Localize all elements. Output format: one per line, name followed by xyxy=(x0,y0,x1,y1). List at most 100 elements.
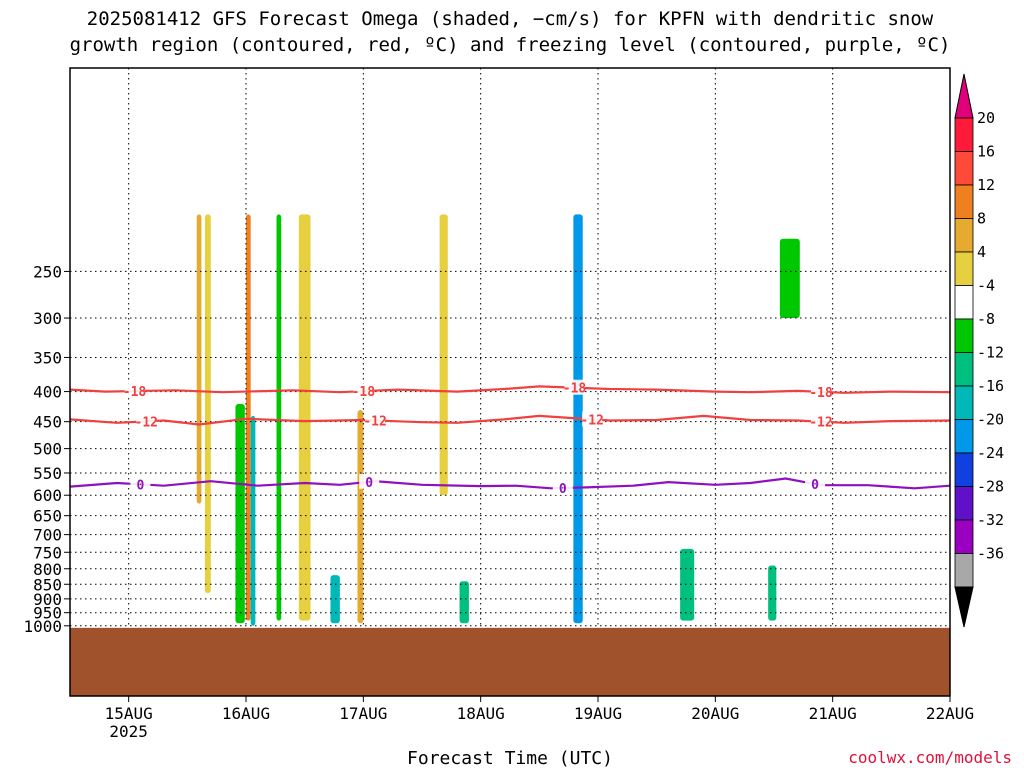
contour-label-0-2: 0 xyxy=(559,482,567,497)
omega-region-8 xyxy=(357,410,364,624)
xtick-label-0: 15AUG xyxy=(105,704,153,723)
contour-label-bg-1-2 xyxy=(582,411,603,427)
contour-label--12-0: -12 xyxy=(135,415,158,430)
contour-lines: -18 -18 -18 -18 -12 -12 -12 -12 0 0 0 0 xyxy=(70,379,950,497)
colorbar-bottom-arrow xyxy=(954,586,974,628)
contour-label--18-3: -18 xyxy=(809,386,833,401)
omega-region-0 xyxy=(196,214,202,504)
colorbar-label-5: -4 xyxy=(977,277,995,295)
ytick-label-300: 300 xyxy=(33,309,62,328)
xtick-label-6: 21AUG xyxy=(809,704,857,723)
grid-lines xyxy=(70,68,950,696)
contour-label--12-1: -12 xyxy=(363,414,386,429)
colorbar-label-0: 20 xyxy=(977,109,995,127)
credit-text: coolwx.com/models xyxy=(848,748,1012,767)
contour-label--18-2: -18 xyxy=(563,382,587,397)
contour-line--18 xyxy=(70,385,950,394)
omega-region-13 xyxy=(677,214,690,351)
colorbar-label-1: 16 xyxy=(977,143,995,161)
xtick-label-5: 20AUG xyxy=(691,704,739,723)
chart-title-line2: growth region (contoured, red, ºC) and f… xyxy=(70,34,951,56)
ytick-label-500: 500 xyxy=(33,440,62,459)
contour-label-0-1: 0 xyxy=(365,476,373,491)
xtick-label-1: 16AUG xyxy=(222,704,270,723)
xtick-label-7: 22AUG xyxy=(926,704,974,723)
omega-region-2 xyxy=(235,404,245,624)
colorbar-swatch-11 xyxy=(954,486,974,521)
ytick-label-750: 750 xyxy=(33,543,62,562)
contour-label-0-3: 0 xyxy=(811,478,819,493)
omega-region-1 xyxy=(204,214,211,594)
colorbar-swatch-9 xyxy=(954,419,974,454)
contour-label--12-3: -12 xyxy=(809,416,832,431)
contour-label-bg-2-2 xyxy=(552,480,573,496)
colorbar-label-2: 12 xyxy=(977,176,995,194)
omega-region-15 xyxy=(779,238,800,319)
xtick-sublabel-0: 2025 xyxy=(109,722,148,741)
contour-label--18-0: -18 xyxy=(123,385,147,400)
colorbar-label-4: 4 xyxy=(977,243,986,261)
ytick-label-900: 900 xyxy=(33,590,62,609)
ytick-label-600: 600 xyxy=(33,486,62,505)
contour-label-bg-2-3 xyxy=(805,476,826,492)
omega-region-10 xyxy=(439,214,448,496)
colorbar-swatch-2 xyxy=(954,184,974,219)
ytick-label-850: 850 xyxy=(33,575,62,594)
colorbar-swatch-12 xyxy=(954,519,974,554)
ytick-label-250: 250 xyxy=(33,262,62,281)
ytick-label-700: 700 xyxy=(33,526,62,545)
colorbar-label-13: -36 xyxy=(977,545,1004,563)
contour-label-bg-2-0 xyxy=(130,476,151,492)
xtick-label-2: 17AUG xyxy=(339,704,387,723)
colorbar-label-8: -16 xyxy=(977,377,1004,395)
contour-label-bg-0-0 xyxy=(124,383,145,399)
omega-region-5 xyxy=(276,214,282,621)
colorbar-swatch-5 xyxy=(954,285,974,320)
omega-region-3 xyxy=(246,214,251,621)
chart-title-line1: 2025081412 GFS Forecast Omega (shaded, −… xyxy=(87,8,934,30)
colorbar-swatch-1 xyxy=(954,151,974,186)
contour-label--18-1: -18 xyxy=(352,385,376,400)
colorbar-label-11: -28 xyxy=(977,478,1004,496)
colorbar: 20 16 12 8 4 -4 -8 -12 -16 -20 -24 -28 -32 -36 xyxy=(954,73,1004,628)
colorbar-swatch-8 xyxy=(954,385,974,420)
contour-label-bg-0-1 xyxy=(353,383,374,399)
colorbar-label-9: -20 xyxy=(977,411,1004,429)
omega-region-14 xyxy=(768,565,777,621)
colorbar-swatch-13 xyxy=(954,553,974,588)
xtick-label-3: 18AUG xyxy=(457,704,505,723)
ytick-label-450: 450 xyxy=(33,413,62,432)
y-axis: 2503003504004505005506006507007508008509… xyxy=(23,262,70,636)
colorbar-label-10: -24 xyxy=(977,444,1004,462)
contour-label-bg-0-2 xyxy=(564,379,585,395)
colorbar-swatch-10 xyxy=(954,452,974,487)
colorbar-swatch-3 xyxy=(954,218,974,253)
colorbar-swatch-0 xyxy=(954,117,974,152)
colorbar-swatch-6 xyxy=(954,318,974,353)
contour-label-bg-2-1 xyxy=(359,473,380,489)
omega-region-12 xyxy=(680,548,695,621)
omega-region-4 xyxy=(250,415,256,626)
contour-label-0-0: 0 xyxy=(136,478,144,493)
contour-label-bg-1-1 xyxy=(365,412,386,428)
colorbar-top-arrow xyxy=(954,73,974,119)
plot-frame xyxy=(69,67,951,697)
contour-label-bg-0-3 xyxy=(810,383,831,399)
contour-label--12-2: -12 xyxy=(580,413,603,428)
omega-region-6 xyxy=(298,214,311,621)
colorbar-label-3: 8 xyxy=(977,210,986,228)
colorbar-swatch-7 xyxy=(954,352,974,387)
ytick-label-350: 350 xyxy=(33,348,62,367)
ytick-label-550: 550 xyxy=(33,464,62,483)
colorbar-label-6: -8 xyxy=(977,310,995,328)
contour-line--12 xyxy=(70,414,950,426)
ytick-label-1000: 1000 xyxy=(23,617,62,636)
ytick-label-950: 950 xyxy=(33,604,62,623)
contour-label-bg-1-0 xyxy=(136,413,157,429)
ytick-label-400: 400 xyxy=(33,383,62,402)
x-axis-label: Forecast Time (UTC) xyxy=(407,748,613,768)
omega-region-9 xyxy=(459,581,469,624)
omega-shading xyxy=(196,214,800,626)
surface-band xyxy=(70,627,950,696)
